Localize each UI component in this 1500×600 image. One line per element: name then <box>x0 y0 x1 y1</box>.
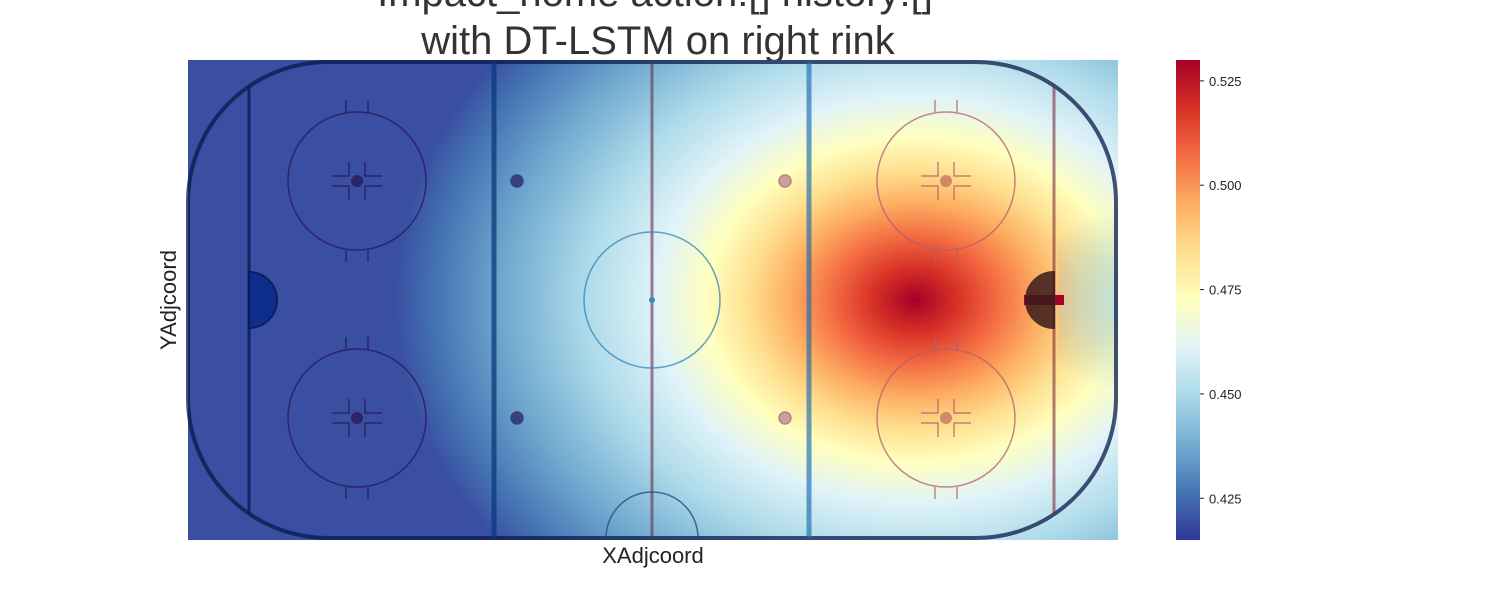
faceoff-circle-bottom-left <box>287 337 427 499</box>
chart-title-line-1: Impact_home action:[] history:[] <box>377 0 933 15</box>
behind-net-region <box>1058 60 1118 540</box>
neutral-zone-dots <box>510 174 792 425</box>
colorbar-tick-label: 0.425 <box>1209 491 1242 506</box>
colorbar-gradient <box>1176 60 1200 540</box>
zone-faceoff-circles <box>287 100 1016 499</box>
y-axis-label: YAdjcoord <box>156 250 181 350</box>
neutral-dot-bottom-left <box>510 411 524 425</box>
neutral-dot-top-right <box>778 174 792 188</box>
left-goal-crease <box>248 270 278 330</box>
colorbar: 0.425 0.450 0.475 0.500 0.525 <box>1176 60 1242 540</box>
colorbar-tick-label: 0.525 <box>1209 74 1242 89</box>
faceoff-circle-top-right <box>876 100 1016 262</box>
faceoff-circle-bottom-right <box>876 337 1016 499</box>
neutral-dot-top-left <box>510 174 524 188</box>
faceoff-circle-top-left <box>287 100 427 262</box>
colorbar-ticks: 0.425 0.450 0.475 0.500 0.525 <box>1200 74 1242 506</box>
colorbar-tick-label: 0.500 <box>1209 178 1242 193</box>
rink-overlay <box>186 60 1118 540</box>
colorbar-tick-label: 0.475 <box>1209 283 1242 298</box>
chart-title-line-2: with DT-LSTM on right rink <box>420 19 895 63</box>
right-goal-crease <box>1025 270 1055 330</box>
referee-crease <box>605 491 699 539</box>
x-axis-label: XAdjcoord <box>602 543 704 568</box>
center-faceoff-dot <box>649 297 655 303</box>
neutral-dot-bottom-right <box>778 411 792 425</box>
colorbar-tick-label: 0.450 <box>1209 387 1242 402</box>
center-faceoff-circle <box>583 231 721 369</box>
